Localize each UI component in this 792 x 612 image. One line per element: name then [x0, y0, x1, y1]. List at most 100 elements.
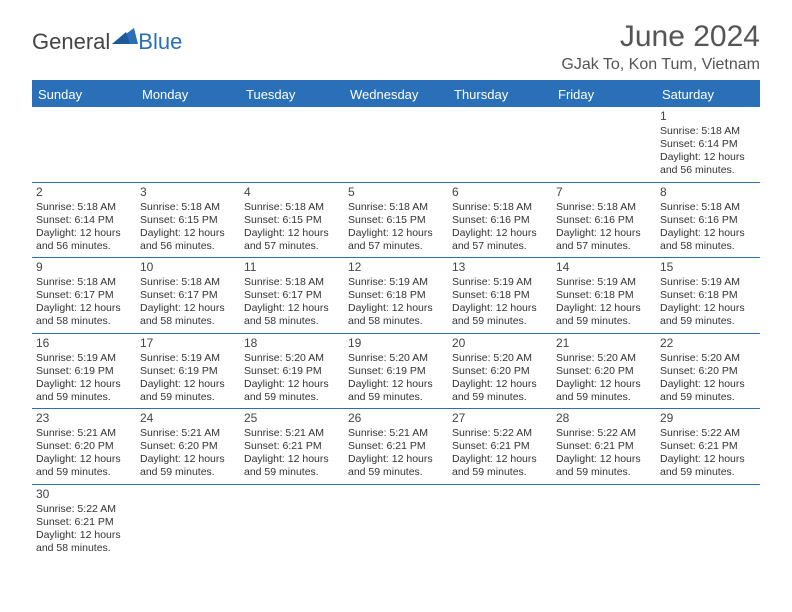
calendar-cell: 26Sunrise: 5:21 AMSunset: 6:21 PMDayligh… — [344, 409, 448, 484]
day-number: 6 — [452, 185, 548, 200]
sunset-text: Sunset: 6:20 PM — [452, 365, 548, 378]
day-header-monday: Monday — [136, 82, 240, 107]
day-number: 25 — [244, 411, 340, 426]
sunset-text: Sunset: 6:19 PM — [36, 365, 132, 378]
title-block: June 2024 GJak To, Kon Tum, Vietnam — [561, 20, 760, 74]
sunset-text: Sunset: 6:21 PM — [556, 440, 652, 453]
daylight-text: Daylight: 12 hours and 59 minutes. — [660, 453, 756, 479]
calendar-cell: 3Sunrise: 5:18 AMSunset: 6:15 PMDaylight… — [136, 183, 240, 258]
sunrise-text: Sunrise: 5:20 AM — [244, 352, 340, 365]
sunset-text: Sunset: 6:18 PM — [452, 289, 548, 302]
sunrise-text: Sunrise: 5:19 AM — [452, 276, 548, 289]
day-number: 18 — [244, 336, 340, 351]
calendar-cell — [240, 485, 344, 560]
day-number: 4 — [244, 185, 340, 200]
sunset-text: Sunset: 6:19 PM — [348, 365, 444, 378]
calendar-cell: 1Sunrise: 5:18 AMSunset: 6:14 PMDaylight… — [656, 107, 760, 182]
daylight-text: Daylight: 12 hours and 59 minutes. — [140, 378, 236, 404]
day-header-saturday: Saturday — [656, 82, 760, 107]
calendar-cell: 18Sunrise: 5:20 AMSunset: 6:19 PMDayligh… — [240, 334, 344, 409]
sunset-text: Sunset: 6:15 PM — [140, 214, 236, 227]
sunrise-text: Sunrise: 5:19 AM — [36, 352, 132, 365]
calendar-cell: 28Sunrise: 5:22 AMSunset: 6:21 PMDayligh… — [552, 409, 656, 484]
calendar-cell — [552, 107, 656, 182]
sunset-text: Sunset: 6:14 PM — [36, 214, 132, 227]
daylight-text: Daylight: 12 hours and 57 minutes. — [244, 227, 340, 253]
sunrise-text: Sunrise: 5:18 AM — [660, 125, 756, 138]
sunset-text: Sunset: 6:16 PM — [660, 214, 756, 227]
day-number: 10 — [140, 260, 236, 275]
sunrise-text: Sunrise: 5:19 AM — [660, 276, 756, 289]
sunrise-text: Sunrise: 5:22 AM — [36, 503, 132, 516]
calendar: SundayMondayTuesdayWednesdayThursdayFrid… — [32, 80, 760, 559]
sunset-text: Sunset: 6:15 PM — [244, 214, 340, 227]
daylight-text: Daylight: 12 hours and 59 minutes. — [556, 302, 652, 328]
calendar-cell: 5Sunrise: 5:18 AMSunset: 6:15 PMDaylight… — [344, 183, 448, 258]
sunset-text: Sunset: 6:18 PM — [660, 289, 756, 302]
day-number: 22 — [660, 336, 756, 351]
logo-text-blue: Blue — [138, 29, 182, 55]
sunset-text: Sunset: 6:21 PM — [244, 440, 340, 453]
sunset-text: Sunset: 6:16 PM — [452, 214, 548, 227]
daylight-text: Daylight: 12 hours and 58 minutes. — [36, 302, 132, 328]
week-row: 2Sunrise: 5:18 AMSunset: 6:14 PMDaylight… — [32, 183, 760, 259]
calendar-cell: 30Sunrise: 5:22 AMSunset: 6:21 PMDayligh… — [32, 485, 136, 560]
calendar-cell: 14Sunrise: 5:19 AMSunset: 6:18 PMDayligh… — [552, 258, 656, 333]
sunrise-text: Sunrise: 5:19 AM — [348, 276, 444, 289]
day-header-sunday: Sunday — [32, 82, 136, 107]
sunrise-text: Sunrise: 5:20 AM — [660, 352, 756, 365]
day-number: 30 — [36, 487, 132, 502]
daylight-text: Daylight: 12 hours and 56 minutes. — [36, 227, 132, 253]
logo-triangle-icon — [112, 26, 138, 49]
week-row: 30Sunrise: 5:22 AMSunset: 6:21 PMDayligh… — [32, 485, 760, 560]
daylight-text: Daylight: 12 hours and 59 minutes. — [244, 378, 340, 404]
calendar-cell: 8Sunrise: 5:18 AMSunset: 6:16 PMDaylight… — [656, 183, 760, 258]
day-number: 23 — [36, 411, 132, 426]
calendar-cell: 6Sunrise: 5:18 AMSunset: 6:16 PMDaylight… — [448, 183, 552, 258]
sunset-text: Sunset: 6:21 PM — [36, 516, 132, 529]
sunrise-text: Sunrise: 5:21 AM — [244, 427, 340, 440]
sunset-text: Sunset: 6:19 PM — [140, 365, 236, 378]
sunrise-text: Sunrise: 5:20 AM — [348, 352, 444, 365]
sunrise-text: Sunrise: 5:18 AM — [348, 201, 444, 214]
calendar-cell: 9Sunrise: 5:18 AMSunset: 6:17 PMDaylight… — [32, 258, 136, 333]
daylight-text: Daylight: 12 hours and 57 minutes. — [348, 227, 444, 253]
sunrise-text: Sunrise: 5:22 AM — [660, 427, 756, 440]
calendar-cell — [656, 485, 760, 560]
daylight-text: Daylight: 12 hours and 58 minutes. — [244, 302, 340, 328]
daylight-text: Daylight: 12 hours and 59 minutes. — [244, 453, 340, 479]
calendar-cell: 20Sunrise: 5:20 AMSunset: 6:20 PMDayligh… — [448, 334, 552, 409]
sunset-text: Sunset: 6:19 PM — [244, 365, 340, 378]
calendar-cell: 10Sunrise: 5:18 AMSunset: 6:17 PMDayligh… — [136, 258, 240, 333]
sunrise-text: Sunrise: 5:18 AM — [140, 276, 236, 289]
calendar-cell — [136, 107, 240, 182]
sunrise-text: Sunrise: 5:18 AM — [36, 201, 132, 214]
calendar-cell: 24Sunrise: 5:21 AMSunset: 6:20 PMDayligh… — [136, 409, 240, 484]
daylight-text: Daylight: 12 hours and 58 minutes. — [348, 302, 444, 328]
daylight-text: Daylight: 12 hours and 59 minutes. — [452, 378, 548, 404]
day-number: 7 — [556, 185, 652, 200]
sunset-text: Sunset: 6:20 PM — [140, 440, 236, 453]
calendar-cell: 16Sunrise: 5:19 AMSunset: 6:19 PMDayligh… — [32, 334, 136, 409]
daylight-text: Daylight: 12 hours and 59 minutes. — [452, 302, 548, 328]
calendar-cell: 22Sunrise: 5:20 AMSunset: 6:20 PMDayligh… — [656, 334, 760, 409]
week-row: 16Sunrise: 5:19 AMSunset: 6:19 PMDayligh… — [32, 334, 760, 410]
calendar-cell — [552, 485, 656, 560]
day-number: 13 — [452, 260, 548, 275]
day-number: 11 — [244, 260, 340, 275]
daylight-text: Daylight: 12 hours and 59 minutes. — [556, 378, 652, 404]
calendar-cell: 7Sunrise: 5:18 AMSunset: 6:16 PMDaylight… — [552, 183, 656, 258]
calendar-cell — [136, 485, 240, 560]
day-number: 14 — [556, 260, 652, 275]
day-number: 29 — [660, 411, 756, 426]
sunrise-text: Sunrise: 5:18 AM — [452, 201, 548, 214]
day-number: 28 — [556, 411, 652, 426]
daylight-text: Daylight: 12 hours and 59 minutes. — [348, 453, 444, 479]
day-header-friday: Friday — [552, 82, 656, 107]
daylight-text: Daylight: 12 hours and 59 minutes. — [660, 302, 756, 328]
week-row: 1Sunrise: 5:18 AMSunset: 6:14 PMDaylight… — [32, 107, 760, 183]
sunrise-text: Sunrise: 5:21 AM — [36, 427, 132, 440]
sunset-text: Sunset: 6:21 PM — [452, 440, 548, 453]
calendar-cell — [32, 107, 136, 182]
sunset-text: Sunset: 6:18 PM — [556, 289, 652, 302]
